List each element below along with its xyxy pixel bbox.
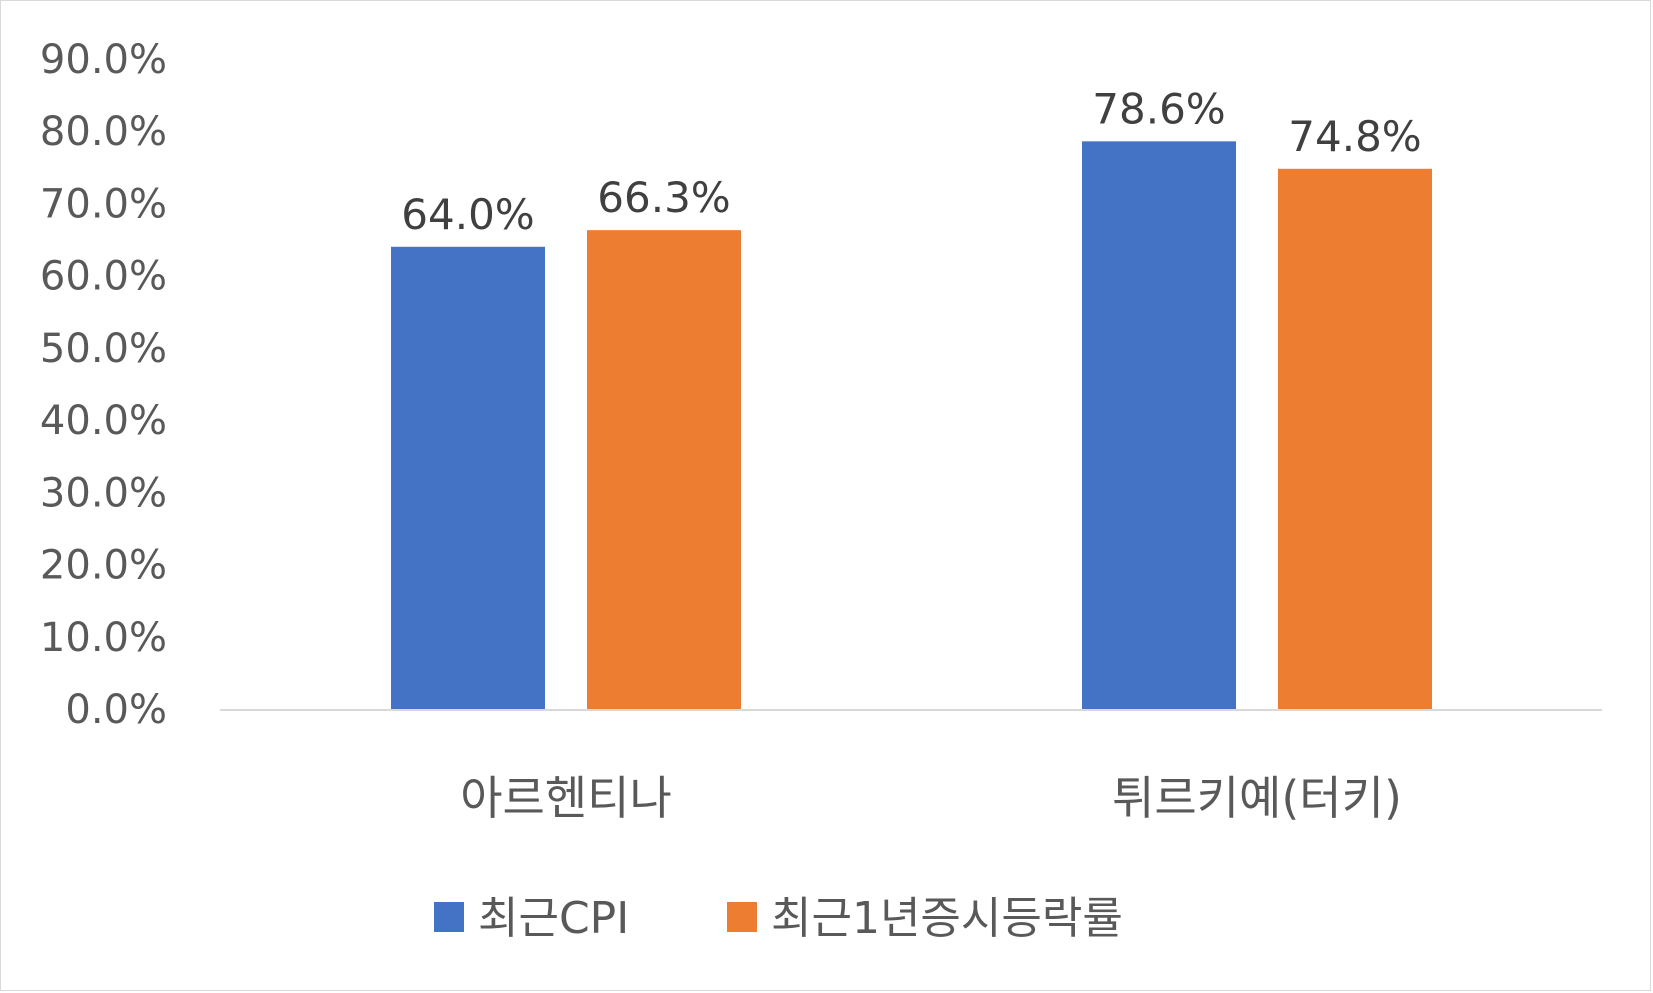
bars — [391, 141, 1432, 710]
legend-swatch — [434, 902, 464, 932]
y-tick-label: 30.0% — [40, 470, 167, 516]
y-tick-label: 90.0% — [40, 37, 167, 83]
y-tick-label: 0.0% — [65, 687, 167, 733]
category-labels: 아르헨티나 튀르키예(터키) — [460, 771, 1402, 825]
legend-label: 최근CPI — [478, 893, 629, 944]
legend: 최근CPI 최근1년증시등락률 — [434, 893, 1123, 944]
bar — [1278, 168, 1432, 709]
y-tick-label: 70.0% — [40, 181, 167, 227]
legend-swatch — [727, 902, 757, 932]
y-tick-label: 60.0% — [40, 254, 167, 300]
y-tick-label: 40.0% — [40, 398, 167, 444]
y-tick-label: 10.0% — [40, 615, 167, 661]
y-axis-ticks: 0.0% 10.0% 20.0% 30.0% 40.0% 50.0% 60.0% 70.0% 8… — [40, 37, 167, 733]
data-label: 64.0% — [401, 190, 534, 239]
y-tick-label: 80.0% — [40, 109, 167, 155]
legend-label: 최근1년증시등락률 — [771, 893, 1123, 944]
data-labels: 64.0% 66.3% 78.6% 74.8% — [401, 84, 1421, 238]
category-label: 아르헨티나 — [460, 771, 672, 825]
bar — [1082, 141, 1236, 710]
category-label: 튀르키예(터키) — [1112, 771, 1402, 825]
y-tick-label: 50.0% — [40, 326, 167, 372]
bar — [391, 246, 545, 709]
bar — [587, 230, 741, 709]
data-label: 66.3% — [597, 173, 730, 222]
y-tick-label: 20.0% — [40, 543, 167, 589]
data-label: 74.8% — [1288, 112, 1421, 161]
data-label: 78.6% — [1092, 84, 1225, 133]
